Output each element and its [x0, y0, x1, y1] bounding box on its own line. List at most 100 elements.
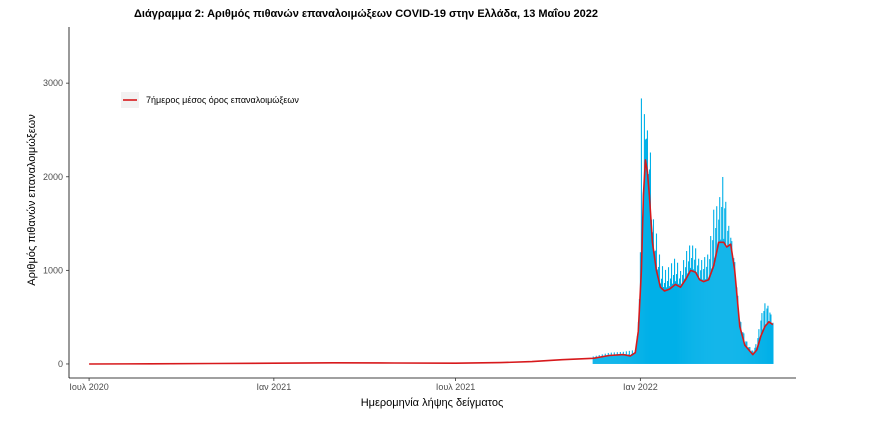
daily-bar — [711, 268, 713, 364]
daily-bar — [658, 254, 661, 364]
daily-bar — [613, 352, 615, 364]
daily-bar — [716, 206, 718, 364]
daily-bar — [628, 350, 630, 364]
daily-bar — [647, 174, 649, 364]
daily-bar — [759, 339, 761, 364]
daily-bar — [701, 260, 703, 364]
daily-bar — [646, 130, 648, 364]
daily-bar — [687, 273, 689, 364]
daily-bar — [639, 252, 641, 364]
daily-bar — [765, 325, 767, 364]
daily-bar — [599, 356, 601, 364]
daily-bar — [752, 350, 754, 364]
daily-bar — [677, 262, 679, 364]
daily-bar — [654, 250, 657, 364]
daily-bar — [622, 351, 624, 364]
y-axis-title: Αριθμός πιθανών επαναλοιμώξεων — [26, 114, 38, 286]
daily-bar — [753, 353, 755, 364]
daily-bar — [757, 338, 759, 364]
daily-bar — [611, 354, 613, 364]
daily-bar — [606, 355, 608, 364]
daily-bar — [699, 278, 701, 364]
daily-bar — [767, 305, 769, 364]
y-tick-label: 3000 — [43, 78, 63, 88]
daily-bar — [604, 353, 606, 364]
daily-bar — [754, 347, 756, 364]
daily-bar — [703, 269, 705, 364]
daily-bar — [721, 206, 723, 364]
daily-bar — [626, 354, 628, 364]
daily-bar — [675, 281, 677, 364]
daily-bar — [612, 354, 614, 364]
x-axis-title: Ημερομηνία λήψης δείγματος — [361, 397, 504, 409]
daily-bar — [625, 351, 627, 364]
daily-bar — [750, 352, 752, 364]
daily-bar — [650, 219, 653, 364]
daily-bar — [766, 308, 768, 364]
daily-bar — [669, 278, 672, 364]
daily-bar — [602, 355, 604, 364]
daily-bar — [758, 329, 760, 364]
daily-bar — [593, 357, 595, 364]
daily-bar — [598, 355, 600, 364]
daily-bar — [726, 245, 728, 364]
daily-bar — [659, 283, 662, 364]
x-axis-ticks: Ιουλ 2020 Ιαν 2021 Ιουλ 2021 Ιαν 2022 — [69, 378, 658, 392]
x-tick-label: Ιουλ 2020 — [69, 382, 108, 392]
daily-bar — [756, 349, 758, 364]
chart-title: Διάγραμμα 2: Αριθμός πιθανών επαναλοιμώξ… — [134, 8, 598, 20]
daily-bar — [743, 333, 745, 364]
y-tick-label: 2000 — [43, 172, 63, 182]
daily-bar — [600, 356, 602, 364]
daily-bar — [641, 216, 643, 364]
daily-bar — [706, 266, 708, 364]
daily-bar — [770, 314, 772, 364]
daily-bar — [710, 236, 712, 364]
daily-bar — [661, 266, 664, 364]
daily-bar — [601, 354, 603, 364]
daily-bar — [608, 354, 610, 364]
daily-bar — [629, 354, 631, 364]
daily-bar — [673, 258, 676, 364]
daily-bar — [615, 354, 617, 364]
daily-bar — [623, 354, 625, 364]
daily-bar — [645, 138, 647, 364]
daily-bar — [755, 344, 757, 364]
daily-bar — [681, 283, 683, 364]
daily-bar — [633, 352, 635, 364]
daily-bar — [637, 321, 639, 364]
daily-bar — [621, 353, 623, 364]
daily-bar — [624, 353, 626, 364]
daily-bar — [627, 354, 629, 364]
daily-bar — [619, 351, 621, 364]
daily-bar — [596, 357, 598, 364]
daily-bar — [592, 356, 594, 364]
bar-series — [592, 98, 774, 364]
daily-bar — [671, 283, 674, 364]
daily-bar — [734, 262, 736, 364]
daily-bar — [698, 258, 700, 364]
daily-bar — [653, 251, 656, 364]
daily-bar — [692, 245, 694, 364]
daily-bar — [632, 353, 634, 364]
daily-bar — [722, 176, 724, 364]
daily-bar — [644, 139, 646, 364]
daily-bar — [720, 239, 722, 364]
legend: 7ήμερος μέσος όρος επαναλοιμώξεων — [121, 92, 299, 108]
daily-bar — [610, 352, 612, 364]
daily-bar — [760, 320, 762, 364]
daily-bar — [616, 352, 618, 364]
daily-bar — [707, 254, 709, 364]
daily-bar — [665, 287, 668, 364]
daily-bar — [689, 245, 691, 364]
daily-bar — [672, 275, 675, 364]
daily-bar — [723, 238, 725, 364]
daily-bar — [740, 322, 742, 364]
daily-bar — [683, 260, 685, 364]
daily-bar — [680, 270, 682, 364]
daily-bar — [715, 228, 717, 364]
daily-bar — [729, 244, 731, 364]
daily-bar — [655, 233, 658, 364]
daily-bar — [772, 322, 774, 364]
